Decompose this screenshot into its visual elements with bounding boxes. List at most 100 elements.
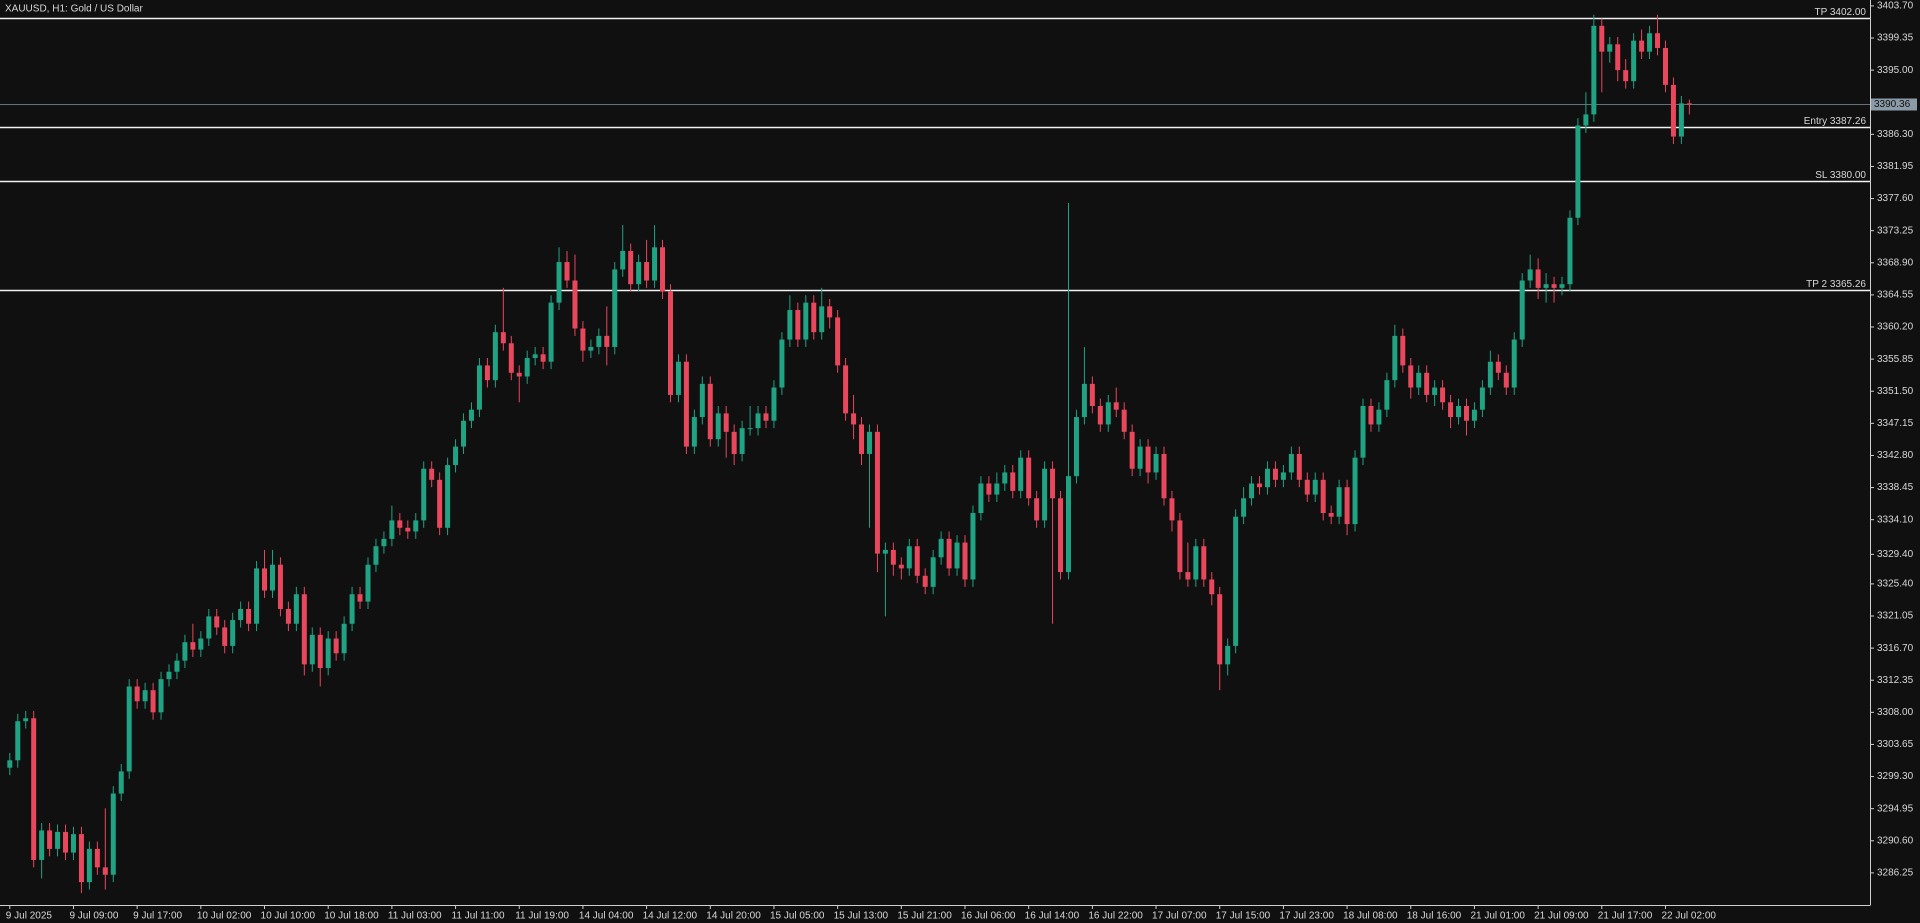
candle-body <box>1201 546 1207 580</box>
candle-body <box>803 302 809 340</box>
candle-body <box>1527 269 1533 281</box>
x-tick-label: 21 Jul 17:00 <box>1598 911 1653 922</box>
x-tick-label: 16 Jul 06:00 <box>961 911 1016 922</box>
candle-body <box>277 564 283 609</box>
candle-body <box>946 538 952 569</box>
candle-body <box>293 594 299 624</box>
y-tick-label: 3342.80 <box>1877 450 1914 461</box>
candle-body <box>1615 44 1621 71</box>
candle-body <box>461 420 467 447</box>
candle-body <box>1177 520 1183 573</box>
candle-body <box>142 690 148 702</box>
candle-body <box>1042 468 1048 521</box>
y-tick-label: 3334.10 <box>1877 514 1914 525</box>
y-tick-label: 3364.55 <box>1877 290 1914 301</box>
candle-body <box>859 424 865 454</box>
candle-body <box>333 638 339 654</box>
candle-body <box>230 620 236 646</box>
x-tick-label: 17 Jul 15:00 <box>1216 911 1271 922</box>
candle-body <box>110 793 116 875</box>
candle-body <box>1463 405 1469 421</box>
y-tick-label: 3321.05 <box>1877 611 1914 622</box>
candle-body <box>667 291 673 395</box>
candle-body <box>1304 479 1310 495</box>
candle-body <box>1479 387 1485 410</box>
candle-body <box>453 446 459 466</box>
candle-body <box>1272 468 1278 480</box>
x-tick-label: 17 Jul 23:00 <box>1279 911 1334 922</box>
candle-body <box>1193 546 1199 580</box>
candle-body <box>1583 114 1589 126</box>
candle-body <box>15 721 21 761</box>
candle-body <box>1026 457 1032 499</box>
candle-body <box>1209 579 1215 595</box>
candle-body <box>349 594 355 624</box>
candle-body <box>620 250 626 270</box>
candle-body <box>1678 103 1684 137</box>
candle-body <box>1328 513 1334 517</box>
candle-body <box>1456 405 1462 418</box>
candle-body <box>691 417 697 447</box>
candle-body <box>707 383 713 440</box>
y-tick-label: 3299.30 <box>1877 771 1914 782</box>
y-tick-label: 3316.70 <box>1877 643 1914 654</box>
candle-body <box>922 575 928 587</box>
candle-body <box>63 831 69 853</box>
candle-body <box>516 372 522 377</box>
candle-body <box>986 483 992 495</box>
candle-body <box>811 302 817 333</box>
candle-body <box>1432 387 1438 395</box>
bid-label-box <box>1871 98 1917 111</box>
candle-body <box>158 679 164 713</box>
candle-body <box>723 413 729 432</box>
candle-body <box>1440 387 1446 403</box>
candle-body <box>1241 498 1247 517</box>
x-tick-label: 15 Jul 05:00 <box>770 911 825 922</box>
candle-body <box>1002 472 1008 484</box>
x-tick-label: 14 Jul 12:00 <box>643 911 698 922</box>
candle-body <box>397 520 403 528</box>
candle-body <box>222 627 228 646</box>
candle-body <box>652 247 658 281</box>
candle-body <box>994 483 1000 495</box>
candle-body <box>134 686 140 702</box>
candle-body <box>1639 40 1645 52</box>
y-tick-label: 3329.40 <box>1877 549 1914 560</box>
candle-body <box>262 568 268 591</box>
candle-body <box>1280 472 1286 480</box>
candle-body <box>556 262 562 303</box>
candle-body <box>23 718 29 722</box>
x-tick-label: 17 Jul 07:00 <box>1152 911 1207 922</box>
candle-body <box>1376 409 1382 425</box>
candle-body <box>254 568 260 624</box>
candle-body <box>174 660 180 672</box>
candle-body <box>1018 457 1024 491</box>
candle-body <box>508 343 514 373</box>
candle-body <box>1392 335 1398 381</box>
x-tick-label: 16 Jul 22:00 <box>1088 911 1143 922</box>
candle-body <box>341 623 347 654</box>
candle-body <box>1264 468 1270 488</box>
candle-body <box>532 354 538 359</box>
x-tick-label: 21 Jul 01:00 <box>1470 911 1525 922</box>
candle-body <box>596 335 602 347</box>
x-tick-label: 9 Jul 09:00 <box>69 911 118 922</box>
x-tick-label: 9 Jul 17:00 <box>133 911 182 922</box>
candle-body <box>1511 339 1517 388</box>
candle-body <box>55 831 61 849</box>
candle-body <box>731 431 737 454</box>
x-tick-label: 14 Jul 04:00 <box>579 911 634 922</box>
y-tick-label: 3381.95 <box>1877 161 1914 172</box>
x-tick-label: 11 Jul 19:00 <box>515 911 569 922</box>
candle-body <box>890 549 896 565</box>
candle-body <box>1073 417 1079 477</box>
candle-body <box>795 310 801 340</box>
candle-body <box>198 638 204 650</box>
candle-body <box>1257 483 1263 488</box>
candle-body <box>1312 479 1318 495</box>
candle-body <box>835 317 841 366</box>
y-tick-label: 3355.85 <box>1877 354 1914 365</box>
